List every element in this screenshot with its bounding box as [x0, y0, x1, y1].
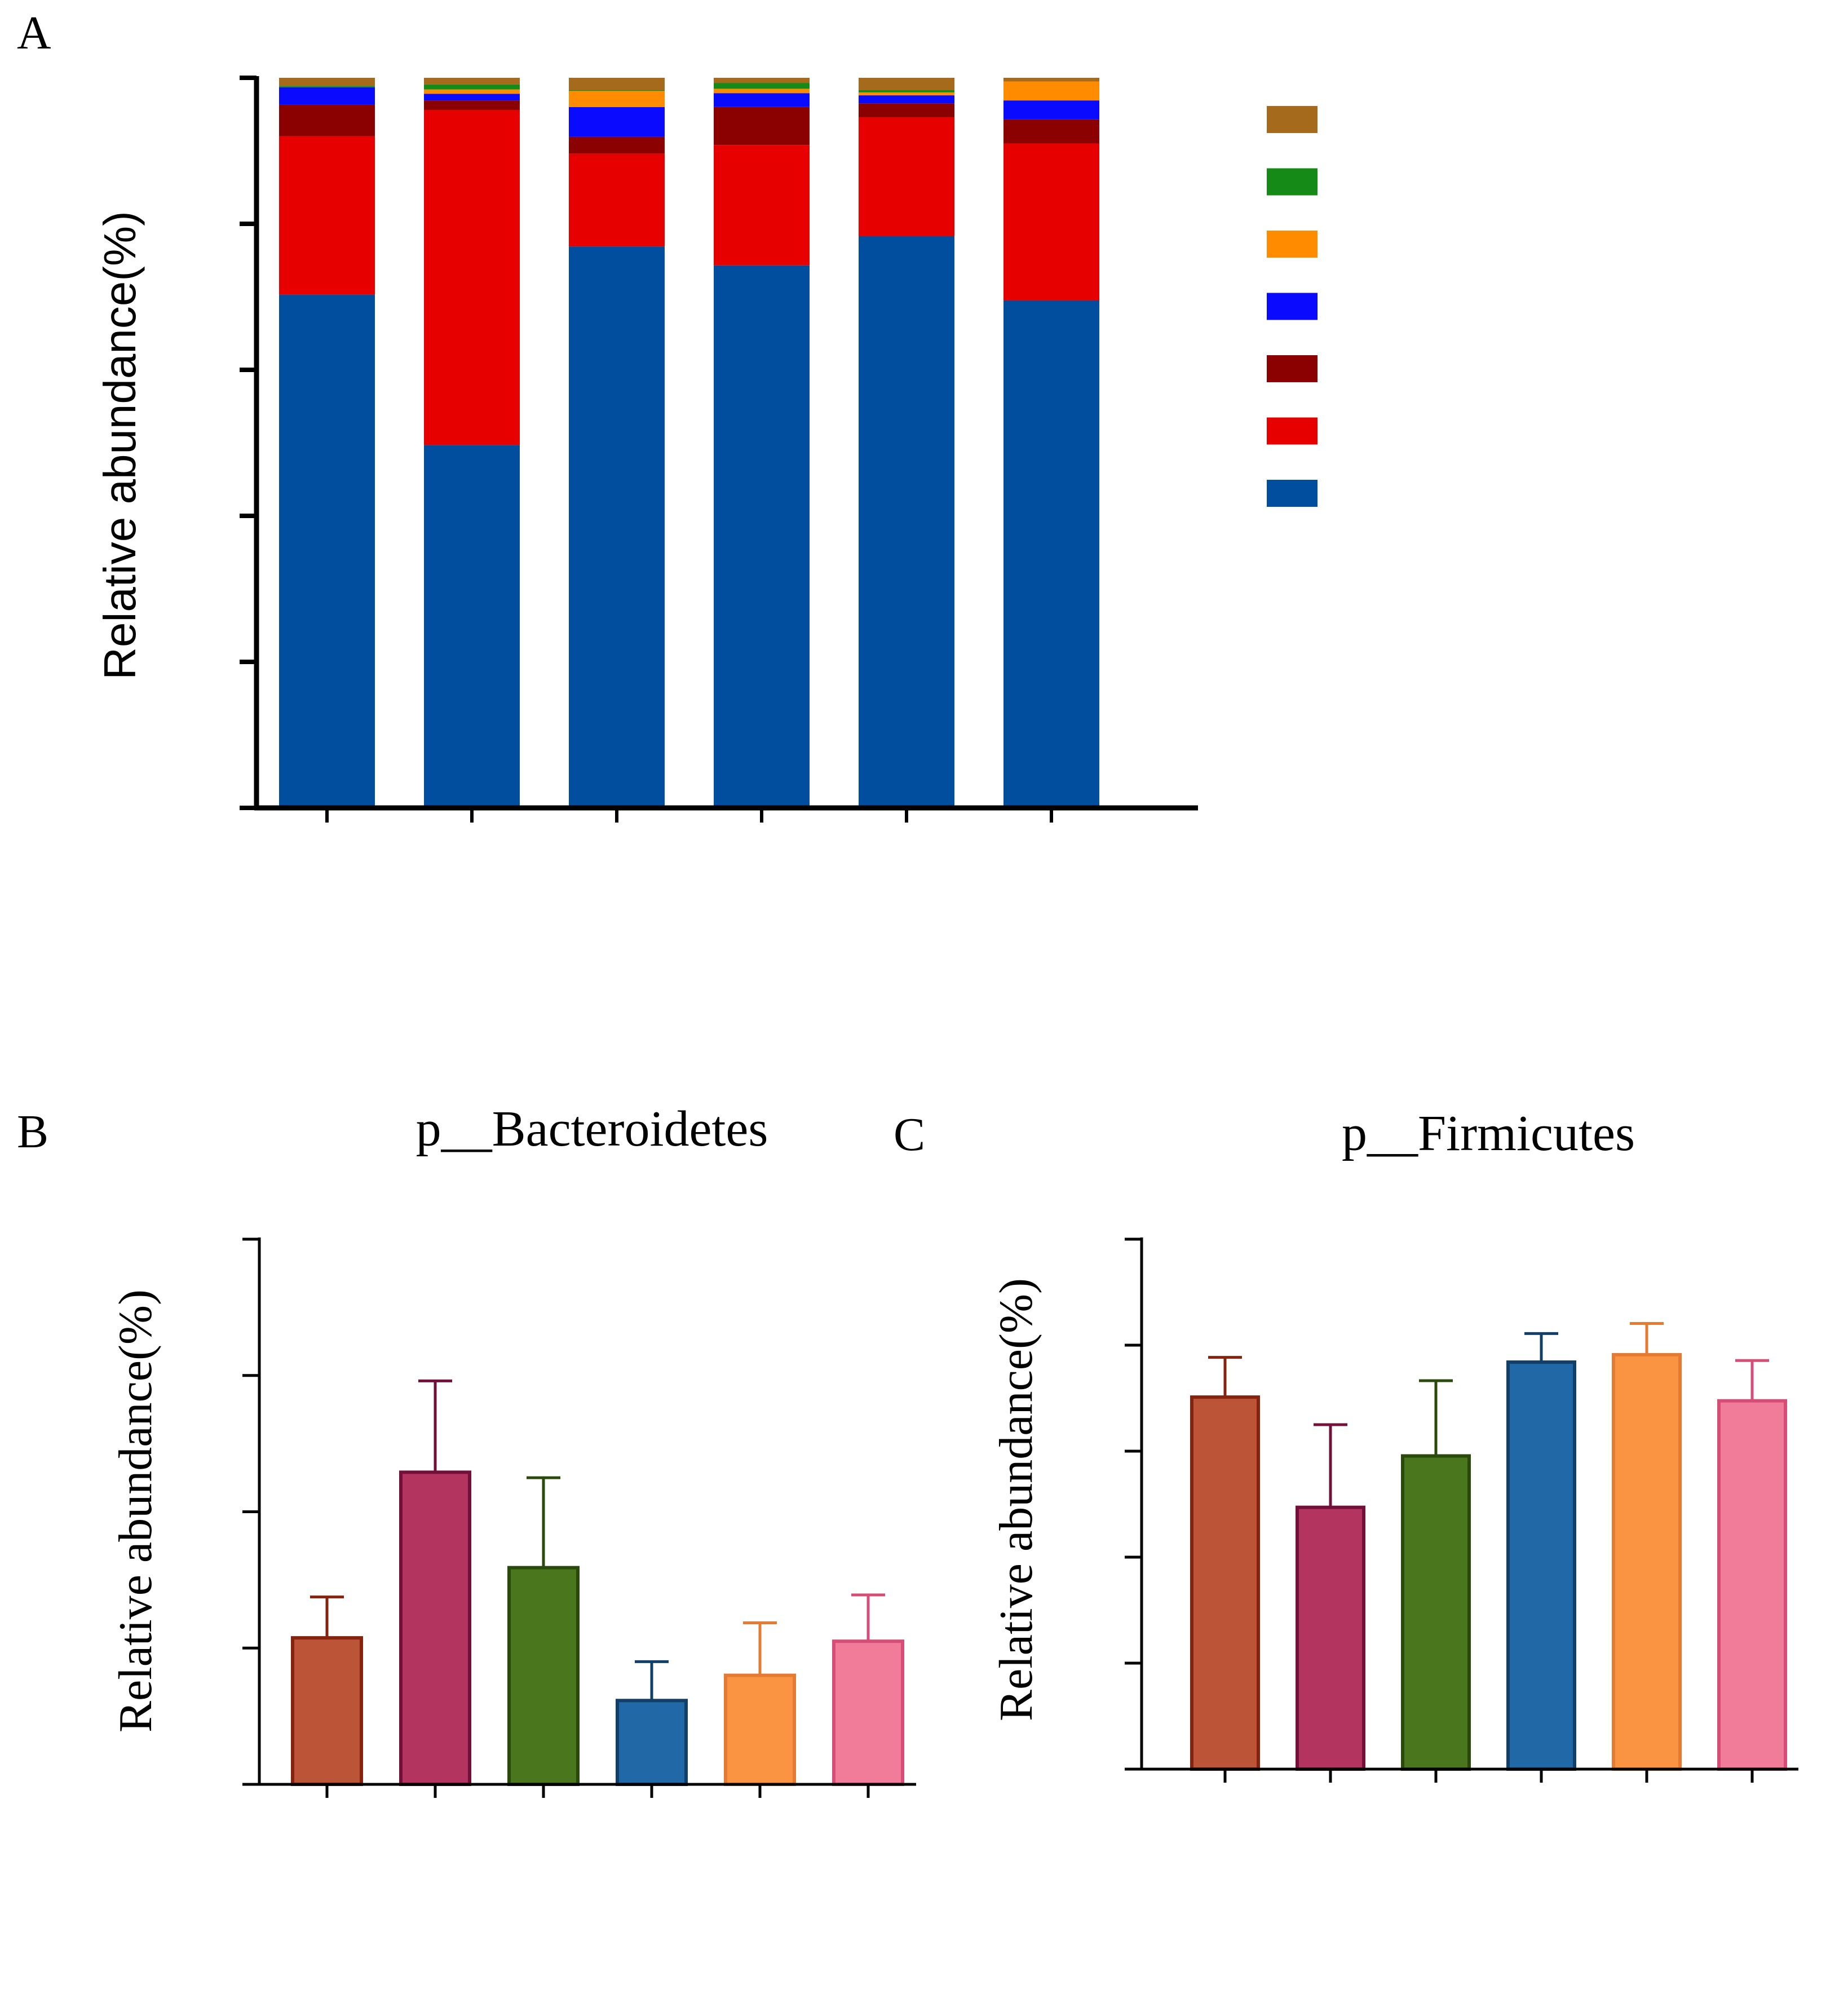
chart-b-bar-ea — [832, 1639, 904, 1787]
chart-c-bar-ga — [1401, 1454, 1471, 1771]
panel-a-label: A — [17, 7, 51, 59]
chart-a-bar-control-p-deferribacteres — [279, 86, 375, 87]
chart-c-bar-control — [1190, 1395, 1260, 1771]
chart-a-bar-pc-p-actinobacteria — [859, 103, 954, 117]
chart-a-bar-ta-p-deferribacteres — [714, 83, 810, 89]
chart-a-bar-ta-p-firmicutes — [714, 265, 810, 808]
chart-c-title: p__Firmicutes — [1342, 1106, 1635, 1161]
chart-c-firmicutes: p__Firmicutes Relative abundance(%) — [990, 1106, 1798, 1783]
chart-a-bar-ea-p-verrucomicrobia — [1003, 81, 1099, 101]
chart-a-bar-pc-p-firmicutes — [859, 236, 954, 808]
chart-a-legend-swatch-p-deferribacteres — [1267, 168, 1318, 196]
chart-b-bar-ta — [616, 1699, 688, 1786]
panel-c-label: C — [894, 1108, 925, 1161]
chart-a-bar-pc-p-proteobacteria — [859, 95, 954, 104]
chart-b-y-axis-label: Relative abundance(%) — [109, 1289, 162, 1732]
chart-a-legend-swatch-p-bacteroidetes — [1267, 417, 1318, 445]
chart-a-bar-ea-p-firmicutes — [1003, 300, 1099, 808]
chart-a-bar-control-p-actinobacteria — [279, 104, 375, 136]
chart-b-bar-control — [291, 1636, 363, 1786]
chart-a-bar-control-p-proteobacteria — [279, 87, 375, 105]
chart-c-bar-group — [1190, 1321, 1787, 1771]
chart-a-bar-model-p-deferribacteres — [424, 84, 520, 90]
chart-a-bar-ta-p-verrucomicrobia — [714, 89, 810, 94]
chart-a-bar-ga-p-proteobacteria — [569, 107, 665, 137]
panel-b-label: B — [17, 1106, 48, 1158]
chart-b-bar-group — [291, 1379, 904, 1787]
chart-a-bar-control-p-bacteroidetes — [279, 136, 375, 295]
chart-b-bar-pc — [724, 1673, 796, 1787]
chart-a-bar-group — [279, 78, 1099, 808]
chart-a-bar-ta-p-other — [714, 78, 810, 83]
chart-a-bar-pc-p-other — [859, 78, 954, 91]
chart-a-bar-ga-p-firmicutes — [569, 246, 665, 808]
chart-c-bar-model — [1296, 1505, 1365, 1771]
chart-a-bar-ta-p-bacteroidetes — [714, 145, 810, 266]
chart-a-bar-ga-p-verrucomicrobia — [569, 91, 665, 107]
chart-a-bar-control-p-firmicutes — [279, 294, 375, 808]
chart-a-bar-control-p-other — [279, 78, 375, 86]
chart-b-bar-ga — [507, 1566, 580, 1786]
chart-c-bar-pc — [1612, 1352, 1682, 1771]
chart-b-bacteroidetes: p__Bacteroidetes Relative abundance(%) — [109, 1101, 916, 1798]
chart-b-y-ticks — [242, 1237, 870, 1798]
chart-a-y-ticks — [240, 76, 1053, 823]
chart-a-bar-ga-p-actinobacteria — [569, 136, 665, 154]
chart-a-bar-model-p-other — [424, 78, 520, 85]
chart-c-y-axis-label: Relative abundance(%) — [990, 1278, 1042, 1721]
chart-a-legend-swatch-p-actinobacteria — [1267, 355, 1318, 382]
chart-a-y-axis-label: Relative abundance(%) — [95, 211, 145, 680]
chart-a-bar-ga-p-bacteroidetes — [569, 153, 665, 247]
chart-a-bar-ta-p-actinobacteria — [714, 107, 810, 145]
chart-a-bar-ea-p-actinobacteria — [1003, 119, 1099, 144]
chart-a-legend — [1267, 106, 1318, 507]
chart-a-bar-model-p-proteobacteria — [424, 94, 520, 101]
chart-a-bar-ea-p-bacteroidetes — [1003, 143, 1099, 300]
chart-c-bar-ea — [1717, 1399, 1787, 1771]
chart-a-bar-pc-p-bacteroidetes — [859, 117, 954, 237]
chart-a-bar-model-p-verrucomicrobia — [424, 89, 520, 94]
chart-a-bar-model-p-firmicutes — [424, 445, 520, 808]
chart-b-title: p__Bacteroidetes — [416, 1101, 768, 1157]
chart-a-bar-ea-p-proteobacteria — [1003, 100, 1099, 120]
chart-a-stacked-bars: Relative abundance(%) — [95, 76, 1318, 823]
chart-a-bar-ta-p-proteobacteria — [714, 93, 810, 107]
chart-a-legend-swatch-p-other — [1267, 106, 1318, 133]
chart-b-bar-model — [399, 1470, 471, 1787]
chart-a-bar-ga-p-other — [569, 78, 665, 91]
chart-a-bar-pc-p-verrucomicrobia — [859, 92, 954, 96]
chart-a-bar-ga-p-deferribacteres — [569, 90, 665, 91]
chart-a-legend-swatch-p-firmicutes — [1267, 480, 1318, 507]
chart-a-bar-model-p-actinobacteria — [424, 100, 520, 110]
chart-a-bar-pc-p-deferribacteres — [859, 90, 954, 92]
chart-c-bar-ta — [1506, 1360, 1576, 1771]
chart-a-legend-swatch-p-verrucomicrobia — [1267, 231, 1318, 258]
chart-a-bar-ea-p-other — [1003, 78, 1099, 82]
chart-a-bar-model-p-bacteroidetes — [424, 109, 520, 445]
chart-a-legend-swatch-p-proteobacteria — [1267, 293, 1318, 320]
chart-c-y-ticks — [1125, 1237, 1754, 1783]
